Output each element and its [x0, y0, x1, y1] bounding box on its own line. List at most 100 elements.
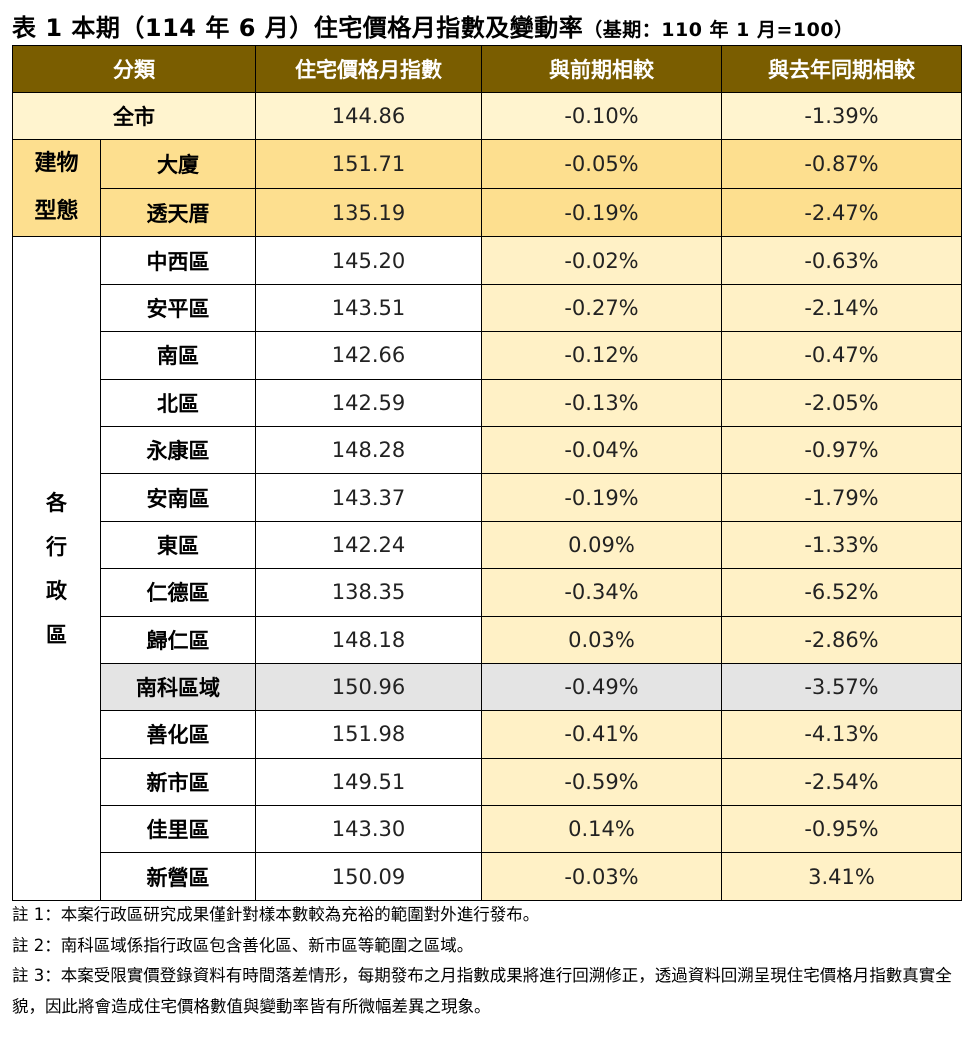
district-name: 安平區	[100, 283, 256, 333]
district-name: 新營區	[100, 852, 256, 901]
district-mom: -0.02%	[481, 236, 722, 285]
header-index: 住宅價格月指數	[255, 45, 482, 93]
district-index: 149.51	[255, 757, 482, 807]
header-mom: 與前期相較	[481, 45, 722, 93]
district-name: 中西區	[100, 236, 256, 285]
district-yoy: -0.97%	[721, 425, 962, 475]
district-yoy: -2.54%	[721, 757, 962, 807]
building-type-index: 151.71	[255, 139, 482, 189]
district-mom: -0.03%	[481, 852, 722, 901]
district-row: 南區 142.66 -0.12% -0.47%	[13, 331, 962, 380]
district-name: 仁德區	[100, 568, 256, 617]
district-mom: -0.59%	[481, 757, 722, 807]
district-mom: -0.49%	[481, 662, 722, 712]
title-main: 表 1 本期（114 年 6 月）住宅價格月指數及變動率	[12, 14, 584, 42]
district-name: 佳里區	[100, 805, 256, 854]
district-index: 142.59	[255, 378, 482, 427]
footnote-3: 註 3：本案受限實價登錄資料有時間落差情形，每期發布之月指數成果將進行回溯修正，…	[12, 966, 952, 1016]
district-row: 佳里區 143.30 0.14% -0.95%	[13, 805, 962, 854]
title-base-period: （基期：110 年 1 月=100）	[583, 19, 854, 41]
district-name: 南區	[100, 331, 256, 380]
district-yoy: -1.33%	[721, 520, 962, 570]
district-name: 南科區域	[100, 662, 256, 712]
district-row: 仁德區 138.35 -0.34% -6.52%	[13, 568, 962, 617]
district-mom: 0.09%	[481, 520, 722, 570]
district-mom: 0.03%	[481, 615, 722, 664]
district-index: 142.66	[255, 331, 482, 380]
district-yoy: -2.05%	[721, 378, 962, 427]
building-type-name: 大廈	[100, 139, 256, 189]
district-name: 歸仁區	[100, 615, 256, 664]
district-row: 北區 142.59 -0.13% -2.05%	[13, 378, 962, 427]
building-type-mom: -0.05%	[481, 139, 722, 189]
district-row: 新市區 149.51 -0.59% -2.54%	[13, 757, 962, 807]
footnote-1: 註 1：本案行政區研究成果僅針對樣本數較為充裕的範圍對外進行發布。	[12, 905, 540, 924]
district-yoy: -0.63%	[721, 236, 962, 285]
district-yoy: -0.47%	[721, 331, 962, 380]
whole-city-row: 全市 144.86 -0.10% -1.39%	[12, 91, 962, 141]
building-type-mom: -0.19%	[481, 187, 722, 238]
district-name: 善化區	[100, 710, 256, 759]
district-name: 安南區	[100, 473, 256, 522]
whole-city-name: 全市	[12, 91, 256, 141]
district-mom: -0.27%	[481, 283, 722, 333]
district-index: 142.24	[255, 520, 482, 570]
district-mom: -0.41%	[481, 710, 722, 759]
district-yoy: -0.95%	[721, 805, 962, 854]
district-yoy: -2.14%	[721, 283, 962, 333]
district-index: 143.30	[255, 805, 482, 854]
whole-city-index: 144.86	[255, 91, 482, 141]
building-type-yoy: -0.87%	[721, 139, 962, 189]
district-row: 新營區 150.09 -0.03% 3.41%	[13, 852, 962, 901]
district-name: 新市區	[100, 757, 256, 807]
district-mom: 0.14%	[481, 805, 722, 854]
building-type-row: 透天厝 135.19 -0.19% -2.47%	[13, 187, 962, 238]
whole-city-mom: -0.10%	[481, 91, 722, 141]
district-index: 143.51	[255, 283, 482, 333]
district-index: 150.96	[255, 662, 482, 712]
district-index: 145.20	[255, 236, 482, 285]
district-index: 151.98	[255, 710, 482, 759]
price-index-table: 分類 住宅價格月指數 與前期相較 與去年同期相較 全市 144.86 -0.10…	[12, 45, 962, 901]
district-mom: -0.19%	[481, 473, 722, 522]
footnotes: 註 1：本案行政區研究成果僅針對樣本數較為充裕的範圍對外進行發布。 註 2：南科…	[12, 900, 967, 1022]
district-row: 各行政區中西區 145.20 -0.02% -0.63%	[12, 236, 962, 901]
table-title: 表 1 本期（114 年 6 月）住宅價格月指數及變動率（基期：110 年 1 …	[12, 8, 854, 43]
header-row: 分類 住宅價格月指數 與前期相較 與去年同期相較	[12, 45, 962, 93]
district-index: 143.37	[255, 473, 482, 522]
district-row: 南科區域 150.96 -0.49% -3.57%	[13, 662, 962, 712]
district-mom: -0.04%	[481, 425, 722, 475]
district-name: 永康區	[100, 425, 256, 475]
district-name: 北區	[100, 378, 256, 427]
building-type-group-label: 建物 型態	[12, 139, 101, 238]
district-yoy: -2.86%	[721, 615, 962, 664]
district-row: 安南區 143.37 -0.19% -1.79%	[13, 473, 962, 522]
whole-city-yoy: -1.39%	[721, 91, 962, 141]
district-yoy: -4.13%	[721, 710, 962, 759]
district-group-label-char: 各	[46, 490, 67, 515]
district-mom: -0.13%	[481, 378, 722, 427]
building-type-yoy: -2.47%	[721, 187, 962, 238]
district-yoy: -3.57%	[721, 662, 962, 712]
district-group-label-char: 區	[46, 622, 67, 647]
district-row: 東區 142.24 0.09% -1.33%	[13, 520, 962, 570]
building-type-index: 135.19	[255, 187, 482, 238]
footnote-2: 註 2：南科區域係指行政區包含善化區、新市區等範圍之區域。	[12, 935, 474, 955]
district-index: 150.09	[255, 852, 482, 901]
building-type-name: 透天厝	[100, 187, 256, 238]
district-yoy: 3.41%	[721, 852, 962, 901]
header-yoy: 與去年同期相較	[721, 45, 962, 93]
building-type-label-line1: 建物	[34, 151, 79, 177]
building-type-label-line2: 型態	[34, 199, 79, 225]
district-group-label: 各行政區	[12, 236, 101, 901]
district-name: 東區	[100, 520, 256, 570]
district-mom: -0.12%	[481, 331, 722, 380]
district-mom: -0.34%	[481, 568, 722, 617]
header-category: 分類	[12, 45, 256, 93]
district-group-label-char: 政	[46, 578, 67, 603]
district-row: 安平區 143.51 -0.27% -2.14%	[13, 283, 962, 333]
district-row: 善化區 151.98 -0.41% -4.13%	[13, 710, 962, 759]
district-group-label-char: 行	[46, 534, 67, 559]
district-yoy: -1.79%	[721, 473, 962, 522]
district-row: 永康區 148.28 -0.04% -0.97%	[13, 425, 962, 475]
